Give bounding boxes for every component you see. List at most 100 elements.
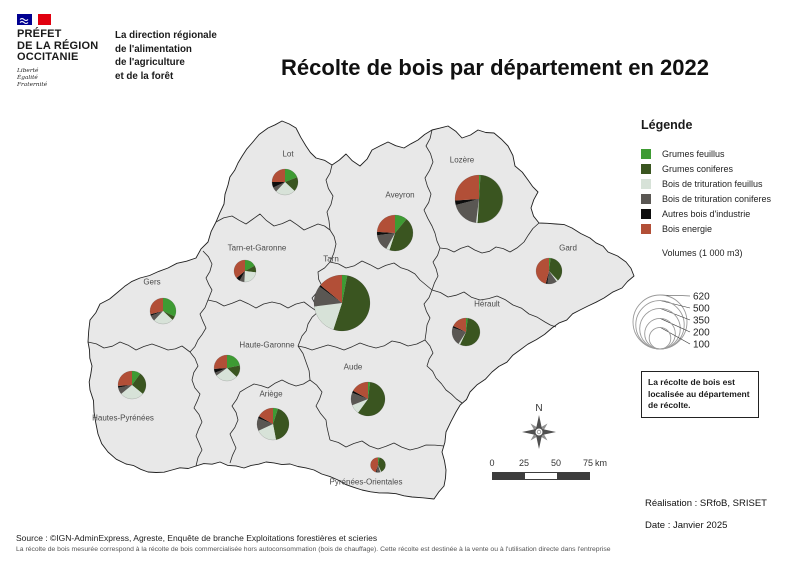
source-line: Source : ©IGN-AdminExpress, Agreste, Enq… bbox=[16, 533, 378, 543]
pie-slice bbox=[163, 311, 175, 320]
date-credit: Date : Janvier 2025 bbox=[645, 520, 728, 531]
pie-slice bbox=[545, 271, 549, 284]
volume-circle bbox=[635, 300, 685, 350]
pie-slice bbox=[477, 175, 503, 223]
pie-outline bbox=[213, 354, 241, 382]
pie-slice bbox=[375, 465, 378, 473]
pie-outline bbox=[313, 274, 371, 332]
pie-slice bbox=[118, 385, 132, 394]
pie-slice bbox=[353, 382, 368, 399]
pie-slice bbox=[118, 385, 132, 388]
pie-slice bbox=[239, 271, 245, 282]
department-border bbox=[297, 339, 426, 351]
pie-slice bbox=[452, 326, 466, 332]
pie-slice bbox=[352, 399, 368, 413]
department-border bbox=[202, 250, 213, 301]
pie-slice bbox=[358, 382, 386, 416]
department-border bbox=[431, 289, 557, 328]
pie-slice bbox=[377, 233, 395, 249]
volume-leader-line bbox=[659, 300, 691, 309]
pie-outline bbox=[256, 407, 290, 441]
pie-ari-ge bbox=[256, 407, 290, 441]
pie-outline bbox=[149, 297, 177, 325]
department-border bbox=[189, 351, 203, 467]
department-border bbox=[329, 229, 337, 263]
pie-slice bbox=[132, 373, 147, 394]
pie-slice bbox=[150, 311, 163, 316]
pie-slice bbox=[258, 408, 273, 424]
swatch-trituration-coniferes bbox=[641, 193, 651, 204]
pie-slice bbox=[333, 275, 371, 332]
pie-slice bbox=[378, 457, 380, 465]
pie-slice bbox=[536, 258, 549, 284]
pie-gers bbox=[149, 297, 177, 325]
volume-circle bbox=[648, 326, 672, 350]
pie-slice bbox=[227, 355, 240, 368]
note-box: La récolte de bois est localisée au dépa… bbox=[641, 371, 759, 418]
pie-slice bbox=[214, 368, 227, 376]
scale-bar: 0 25 50 75 km bbox=[489, 458, 622, 482]
pie-slice bbox=[549, 271, 558, 282]
legend-item: Bois de trituration feuillus bbox=[641, 176, 796, 191]
pie-outline bbox=[454, 174, 504, 224]
volume-label: 620 bbox=[693, 292, 710, 303]
scale-tick: 75 bbox=[582, 458, 594, 468]
pie-slice bbox=[132, 371, 141, 385]
pie-slice bbox=[272, 182, 285, 188]
pie-slice bbox=[549, 258, 563, 281]
swatch-grumes-feuillus bbox=[641, 148, 651, 159]
pie-outline bbox=[350, 381, 386, 417]
volume-label: 200 bbox=[693, 328, 710, 339]
pie-haute-garonne bbox=[213, 354, 241, 382]
compass-icon bbox=[522, 415, 556, 449]
legend-item: Bois energie bbox=[641, 221, 796, 236]
pie-slice bbox=[378, 465, 382, 473]
pie-slice bbox=[350, 392, 368, 406]
pie-slice bbox=[245, 260, 255, 271]
pie-slice bbox=[377, 215, 395, 233]
pie-slice bbox=[244, 271, 256, 283]
department-border bbox=[229, 379, 311, 464]
pie-outline bbox=[233, 259, 257, 283]
pie-slice bbox=[272, 169, 285, 182]
pie-loz-re bbox=[454, 174, 504, 224]
pie-slice bbox=[118, 371, 132, 386]
scale-tick: 0 bbox=[489, 458, 495, 468]
department-border bbox=[207, 299, 319, 313]
pie-slice bbox=[285, 169, 298, 182]
compass-north-label: N bbox=[535, 403, 542, 414]
realisation-credit: Réalisation : SRfoB, SRISET bbox=[645, 498, 767, 509]
pie-slice bbox=[455, 199, 479, 223]
volume-circle bbox=[644, 317, 676, 350]
pie-pyr-n-es-orientales bbox=[370, 457, 386, 473]
pie-slice bbox=[377, 231, 395, 236]
legend-item: Grumes feuillus bbox=[641, 146, 796, 161]
pie-tarn bbox=[313, 274, 371, 332]
scale-unit: km bbox=[595, 458, 607, 468]
pie-aude bbox=[350, 381, 386, 417]
pie-slice bbox=[466, 318, 468, 332]
pie-slice bbox=[245, 265, 256, 273]
pie-slice bbox=[368, 381, 371, 399]
pie-aveyron bbox=[376, 214, 414, 252]
pie-slice bbox=[216, 368, 237, 382]
pie-slice bbox=[314, 303, 342, 330]
volumes-title: Volumes (1 000 m3) bbox=[662, 248, 743, 258]
volume-leader-line bbox=[659, 318, 691, 333]
pie-slice bbox=[258, 424, 276, 441]
pie-slice bbox=[273, 408, 278, 424]
pie-slice bbox=[453, 318, 466, 332]
pie-slice bbox=[320, 275, 342, 303]
prefecture-line1: PRÉFET bbox=[17, 28, 62, 40]
department-border bbox=[329, 439, 445, 451]
pie-lot bbox=[271, 168, 299, 196]
motto: Liberté Égalité Fraternité bbox=[17, 67, 48, 88]
pie-outline bbox=[376, 214, 414, 252]
pie-slice bbox=[376, 465, 381, 473]
legend: Légende Grumes feuillus Grumes coniferes… bbox=[641, 118, 796, 258]
pie-slice bbox=[455, 199, 479, 205]
pie-slice bbox=[395, 215, 407, 233]
